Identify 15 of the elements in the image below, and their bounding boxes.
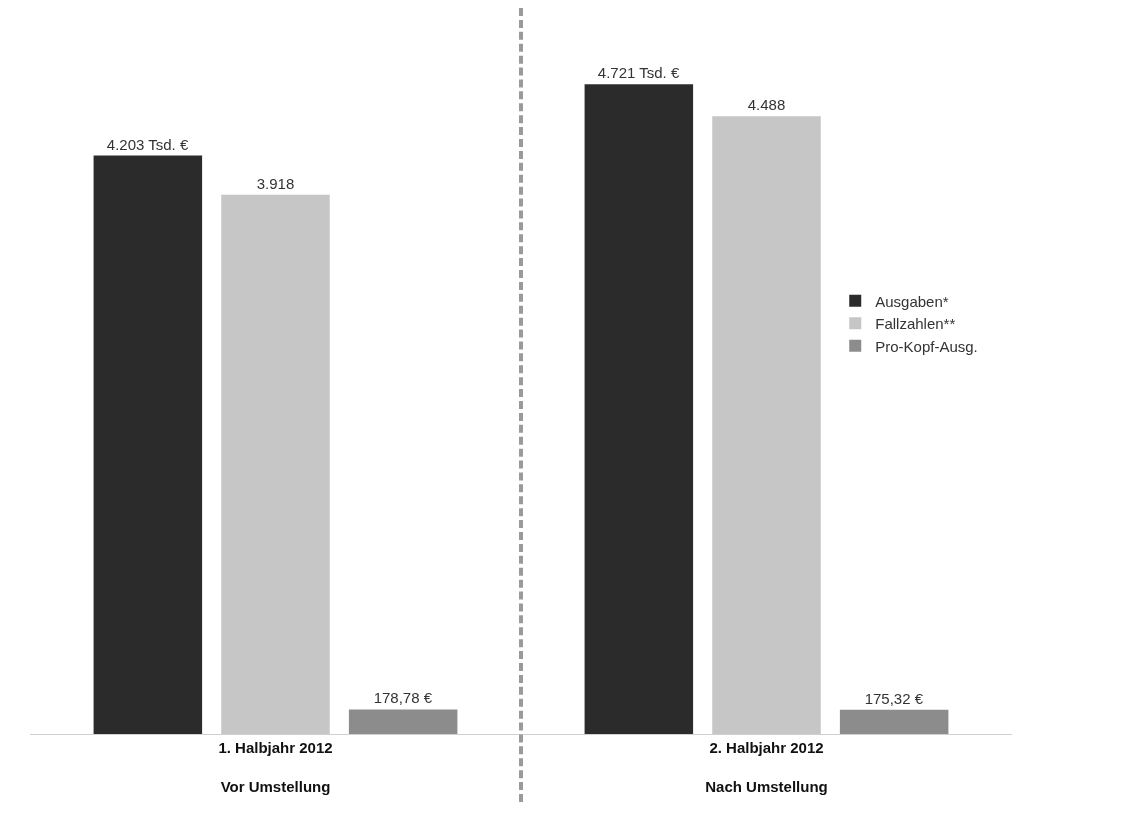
data-label: 3.918 xyxy=(256,174,295,192)
data-label: 175,32 € xyxy=(864,689,924,707)
bar xyxy=(93,155,203,734)
legend-label: Ausgaben* xyxy=(875,292,949,310)
data-label: 178,78 € xyxy=(373,689,433,707)
category-label: 1. Halbjahr 2012 Vor Umstellung xyxy=(218,739,333,795)
bar xyxy=(348,709,458,734)
bar xyxy=(584,84,694,734)
bar xyxy=(839,709,949,734)
data-label: 4.488 xyxy=(747,96,786,114)
legend-label: Pro-Kopf-Ausg. xyxy=(875,337,978,355)
data-label: 4.203 Tsd. € xyxy=(106,135,189,153)
data-label: 4.721 Tsd. € xyxy=(597,64,680,82)
legend-label: Fallzahlen** xyxy=(875,315,956,333)
category-label: 2. Halbjahr 2012 Nach Umstellung xyxy=(705,739,828,795)
